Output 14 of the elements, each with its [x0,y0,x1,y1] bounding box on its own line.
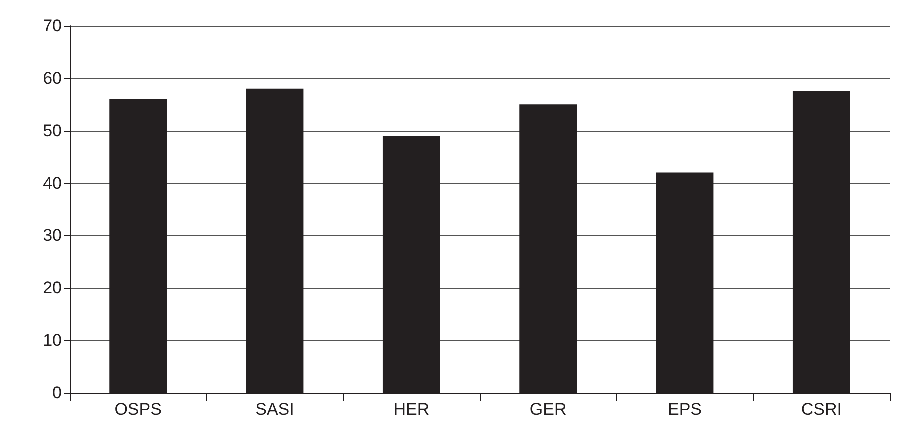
y-tick-label: 20 [43,278,62,298]
y-tick-label: 30 [43,226,62,246]
y-tick-label: 0 [52,384,62,402]
x-tick-label: SASI [256,400,294,419]
y-tick-label: 50 [43,121,62,140]
y-tick-label: 10 [43,331,62,350]
y-tick-label: 40 [43,174,62,193]
y-tick-label: 70 [43,16,62,36]
x-tick-label: OSPS [114,400,162,419]
y-tick-label: 60 [43,68,62,88]
x-tick-label: EPS [668,400,702,419]
x-tick-label: HER [394,400,430,419]
x-tick-label: GER [530,400,567,419]
x-tick-label: CSRI [801,400,842,419]
